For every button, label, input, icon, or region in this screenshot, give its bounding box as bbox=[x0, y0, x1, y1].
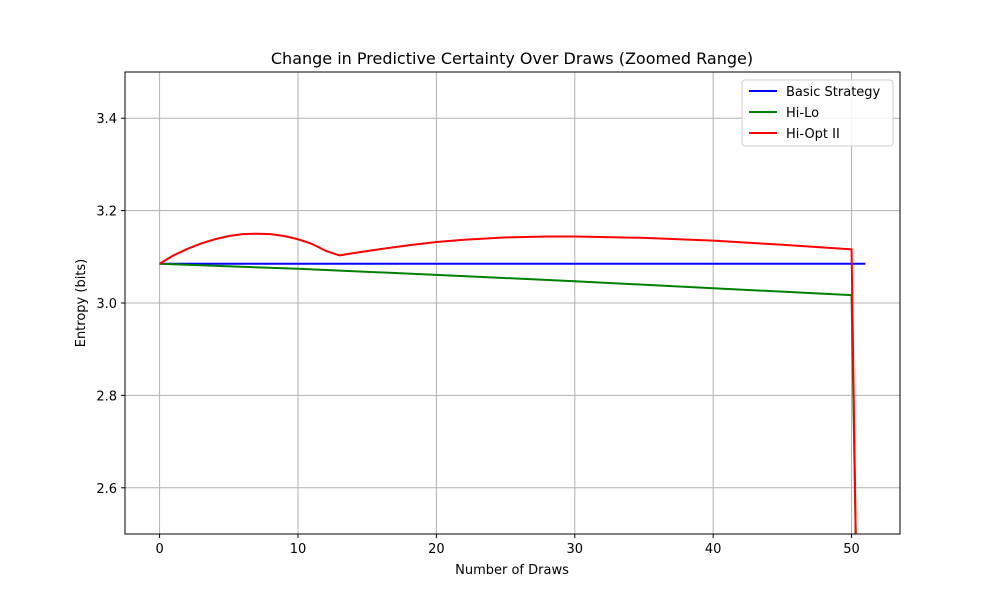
x-tick-label: 10 bbox=[290, 542, 307, 557]
y-tick-label: 3.4 bbox=[96, 112, 117, 127]
y-axis-ticks: 2.6 2.8 3.0 3.2 3.4 bbox=[96, 112, 125, 497]
series-line-hi-opt-ii bbox=[159, 232, 857, 534]
series-lines bbox=[159, 232, 866, 534]
x-tick-label: 30 bbox=[567, 542, 584, 557]
legend-label: Hi-Lo bbox=[786, 106, 819, 121]
x-tick-label: 40 bbox=[705, 542, 722, 557]
y-tick-label: 2.6 bbox=[96, 482, 117, 497]
y-axis-label: Entropy (bits) bbox=[74, 259, 89, 348]
legend-box bbox=[741, 79, 894, 147]
series-line-hi-lo bbox=[159, 262, 857, 534]
chart-title: Change in Predictive Certainty Over Draw… bbox=[271, 49, 753, 68]
legend: Basic Strategy Hi-Lo Hi-Opt II bbox=[741, 79, 894, 147]
y-tick-label: 3.0 bbox=[96, 297, 117, 312]
x-tick-label: 20 bbox=[428, 542, 445, 557]
y-tick-label: 2.8 bbox=[96, 389, 117, 404]
x-tick-label: 0 bbox=[155, 542, 163, 557]
x-axis-label: Number of Draws bbox=[455, 563, 569, 578]
x-tick-label: 50 bbox=[843, 542, 860, 557]
x-axis-ticks: 0 10 20 30 40 50 bbox=[155, 534, 860, 557]
legend-label: Basic Strategy bbox=[786, 85, 881, 100]
legend-label: Hi-Opt II bbox=[786, 127, 840, 142]
y-tick-label: 3.2 bbox=[96, 205, 117, 220]
